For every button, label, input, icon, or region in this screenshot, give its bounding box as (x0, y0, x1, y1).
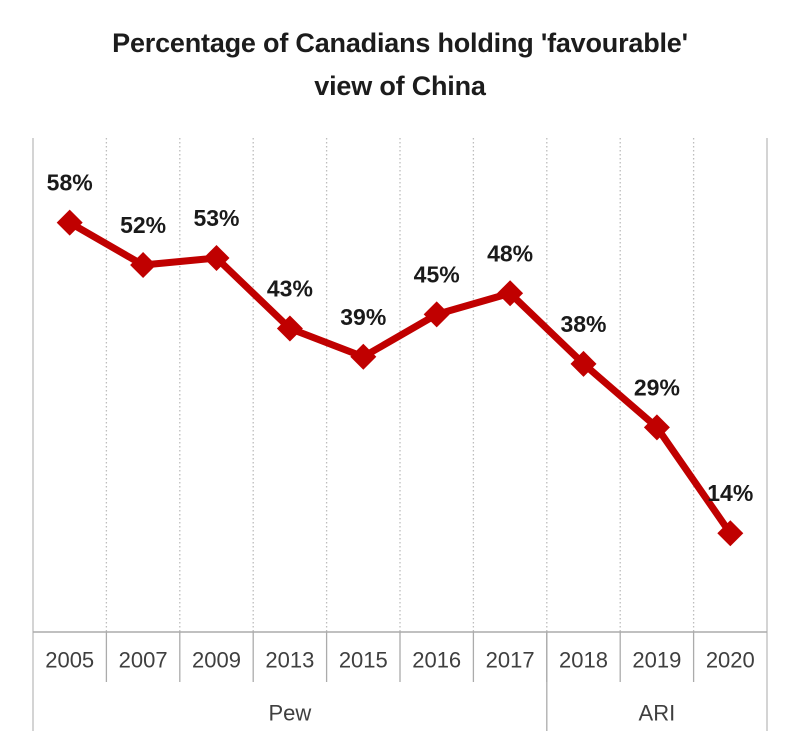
data-series-line (67, 219, 734, 536)
x-tick-label: 2007 (119, 648, 168, 673)
data-point-label: 38% (560, 311, 606, 337)
x-tick-label: 2015 (339, 648, 388, 673)
data-point-label: 29% (634, 374, 680, 400)
chart-title-line-1: Percentage of Canadians holding 'favoura… (112, 28, 688, 58)
data-point-marker (497, 280, 524, 307)
x-tick-label: 2019 (632, 648, 681, 673)
x-tick-label: 2005 (45, 648, 94, 673)
x-tick-label: 2016 (412, 648, 461, 673)
data-point-marker (203, 244, 230, 271)
chart-title-line-2: view of China (314, 71, 486, 101)
data-point-marker (570, 350, 597, 377)
data-point-marker (350, 343, 377, 370)
data-point-marker (56, 209, 83, 236)
data-point-label: 43% (267, 276, 313, 302)
data-point-label: 14% (707, 480, 753, 506)
data-point-marker (423, 301, 450, 328)
data-point-label: 45% (414, 261, 460, 287)
chart-title: Percentage of Canadians holding 'favoura… (0, 22, 800, 108)
data-point-label: 58% (47, 170, 93, 196)
group-label-pew: Pew (269, 701, 312, 726)
data-point-marker (130, 252, 157, 279)
data-point-label: 53% (193, 205, 239, 231)
data-point-marker (276, 315, 303, 342)
group-label-ari: ARI (639, 701, 676, 726)
data-point-marker (643, 414, 670, 441)
x-tick-label: 2017 (486, 648, 535, 673)
x-tick-label: 2020 (706, 648, 755, 673)
data-point-label: 48% (487, 240, 533, 266)
x-tick-label: 2009 (192, 648, 241, 673)
data-point-label: 52% (120, 212, 166, 238)
x-tick-label: 2018 (559, 648, 608, 673)
x-tick-label: 2013 (265, 648, 314, 673)
data-point-marker (717, 520, 744, 547)
data-point-label: 39% (340, 304, 386, 330)
